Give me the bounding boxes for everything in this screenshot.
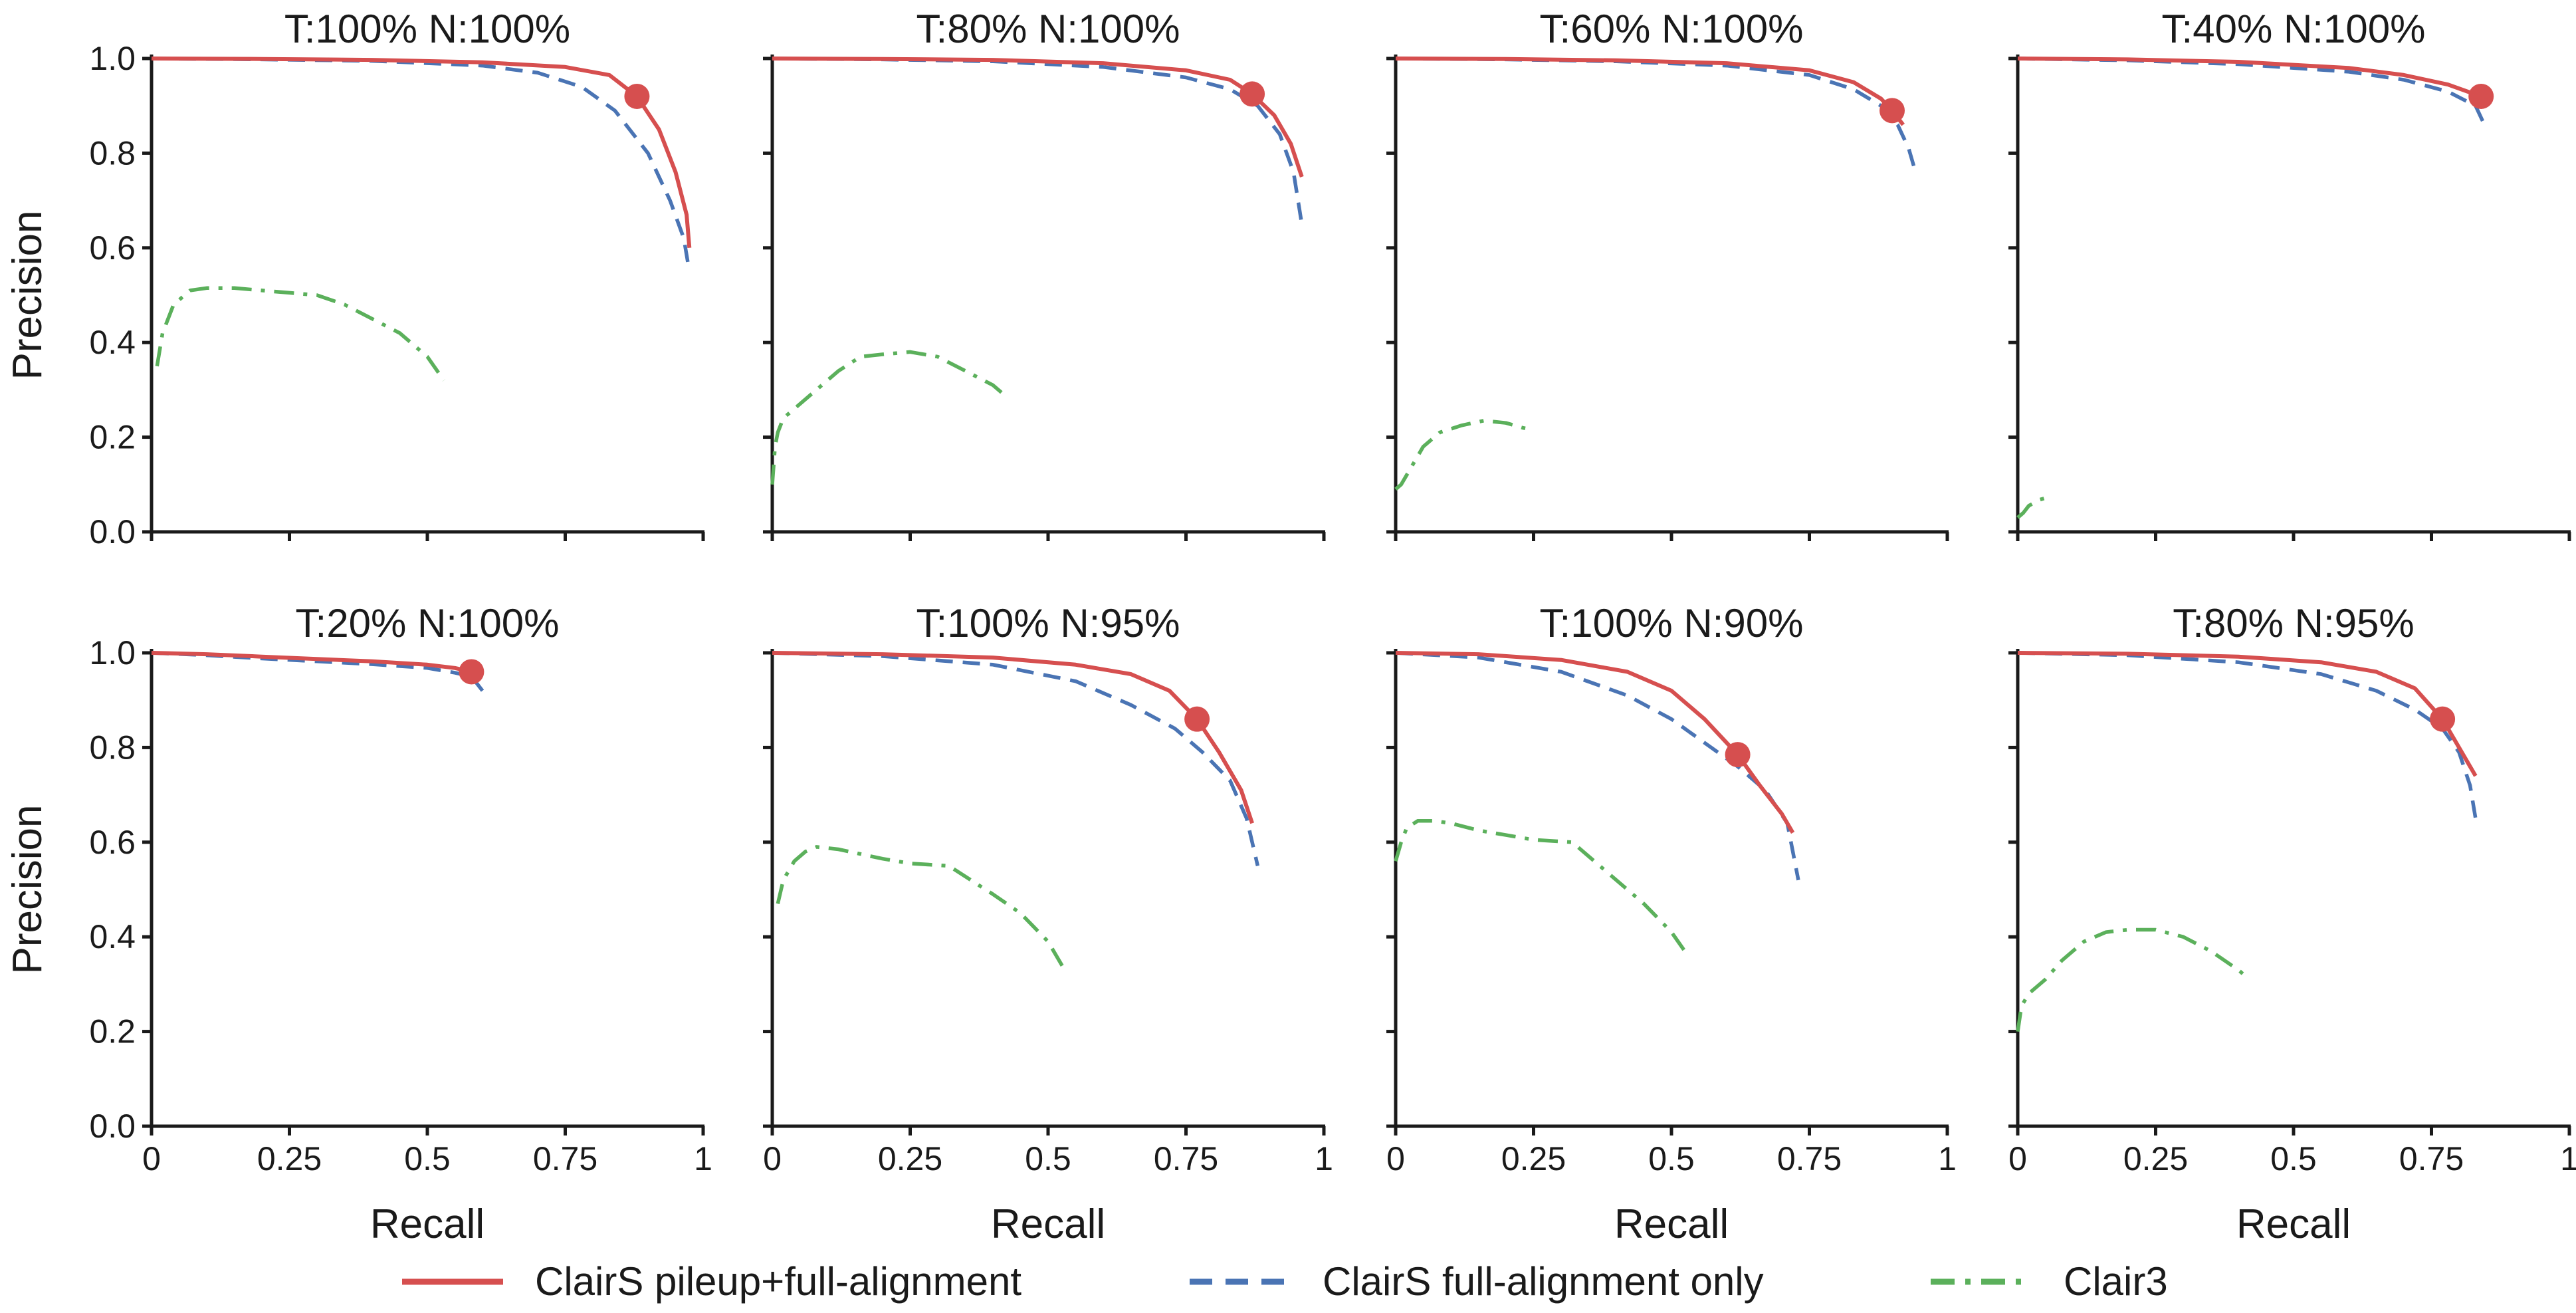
x-axis-title: Recall [370,1201,484,1247]
panel-title: T:100% N:100% [284,7,570,51]
best-point-marker [1725,742,1751,768]
y-axis-title: Precision [5,211,51,380]
best-point-marker [2468,83,2494,109]
panel-title: T:20% N:100% [296,601,560,646]
legend-item-pileup-full: ClairS pileup+full-alignment [402,1259,1021,1304]
y-tick-label: 0.2 [89,1013,136,1050]
series-line-full-only [772,57,1304,225]
series-line-full-only [2017,651,2478,819]
y-tick-label: 0.2 [89,419,136,456]
x-tick-label: 0 [1386,1140,1405,1177]
y-tick-label: 0.8 [89,729,136,766]
x-tick-label: 1 [2560,1140,2576,1177]
panel-title: T:100% N:95% [916,601,1180,646]
series-line-pileup-full [151,57,692,249]
y-tick-label: 0.0 [89,513,136,550]
x-tick-label: 0 [763,1140,782,1177]
x-tick-label: 1 [1938,1140,1957,1177]
series-line-pileup-full [2017,651,2478,777]
panel-title: T:100% N:90% [1540,601,1804,646]
panel-8: 0 0.25 0.5 0.75 1 T:80% N:95% Recall [2008,601,2576,1247]
x-tick-label: 0.75 [533,1140,597,1177]
panel-3: T:60% N:100% [1386,7,1949,541]
panel-4: T:40% N:100% [2008,7,2571,541]
legend: ClairS pileup+full-alignment ClairS full-… [402,1259,2168,1304]
y-tick-label: 0.6 [89,229,136,267]
series-line-clair3 [2016,927,2251,1032]
panel-2: T:80% N:100% [763,7,1326,541]
series-line-clair3 [1394,418,1535,491]
y-tick-label: 0.4 [89,324,136,361]
y-tick-label: 1.0 [89,40,136,77]
x-tick-label: 0.75 [2399,1140,2464,1177]
series-line-clair3 [155,286,446,382]
x-axis-title: Recall [2236,1201,2351,1247]
series-line-full-only [1395,57,1916,168]
x-tick-label: 0.75 [1777,1140,1842,1177]
series-line-pileup-full [772,651,1254,824]
x-tick-label: 0.5 [1648,1140,1695,1177]
series-line-full-only [2017,57,2488,130]
series-line-full-only [151,57,692,272]
legend-label: ClairS full-alignment only [1323,1259,1764,1304]
x-tick-label: 0.5 [2270,1140,2317,1177]
panel-title: T:40% N:100% [2162,7,2426,51]
best-point-marker [1184,706,1210,732]
x-tick-label: 1 [694,1140,712,1177]
x-axis-title: Recall [991,1201,1105,1247]
best-point-marker [1239,81,1265,107]
panel-7: 0 0.25 0.5 0.75 1 T:100% N:90% Recall [1386,601,1957,1247]
legend-item-clair3: Clair3 [1931,1259,2168,1304]
y-axis-title: Precision [5,805,51,975]
x-tick-label: 0.75 [1154,1140,1218,1177]
series-line-clair3 [770,350,1006,485]
series-line-full-only [772,651,1260,867]
series-line-clair3 [2016,494,2052,519]
panel-1: 0.0 0.2 0.4 0.6 0.8 1.0 T:100% N:100% Precision [5,7,705,550]
x-tick-label: 1 [1315,1140,1333,1177]
best-point-marker [459,659,484,685]
x-tick-label: 0.25 [878,1140,942,1177]
x-tick-label: 0.25 [1501,1140,1566,1177]
x-tick-label: 0.25 [2123,1140,2188,1177]
series-line-pileup-full [1395,57,1905,126]
legend-label: ClairS pileup+full-alignment [535,1259,1021,1304]
x-tick-label: 0.25 [257,1140,322,1177]
panel-title: T:80% N:95% [2173,601,2415,646]
x-tick-label: 0 [142,1140,161,1177]
series-line-pileup-full [2017,57,2482,98]
x-tick-label: 0 [2008,1140,2027,1177]
series-line-clair3 [1394,819,1690,957]
series-line-clair3 [776,845,1067,971]
best-point-marker [2430,706,2456,732]
panels: 0.0 0.2 0.4 0.6 0.8 1.0 T:100% N:100% Precision… [5,7,2576,1247]
y-tick-label: 0.4 [89,918,136,955]
best-point-marker [624,83,650,109]
y-tick-label: 0.8 [89,134,136,172]
series-line-pileup-full [1395,651,1795,834]
panel-title: T:80% N:100% [916,7,1180,51]
y-tick-label: 0.0 [89,1108,136,1145]
x-axis-title: Recall [1614,1201,1729,1247]
series-line-pileup-full [772,57,1304,178]
y-tick-label: 0.6 [89,824,136,861]
x-tick-label: 0.5 [1025,1140,1071,1177]
x-tick-label: 0.5 [404,1140,451,1177]
legend-item-full-only: ClairS full-alignment only [1190,1259,1764,1304]
panel-5: 0.0 0.2 0.4 0.6 0.8 1.0 0 0.25 0.5 0.75 1 T:20% N:1… [5,601,712,1247]
best-point-marker [1879,98,1905,124]
series-line-pileup-full [151,651,478,676]
legend-label: Clair3 [2064,1259,2168,1304]
y-tick-label: 1.0 [89,634,136,671]
panel-6: 0 0.25 0.5 0.75 1 T:100% N:95% Recall [763,601,1333,1247]
panel-title: T:60% N:100% [1540,7,1804,51]
